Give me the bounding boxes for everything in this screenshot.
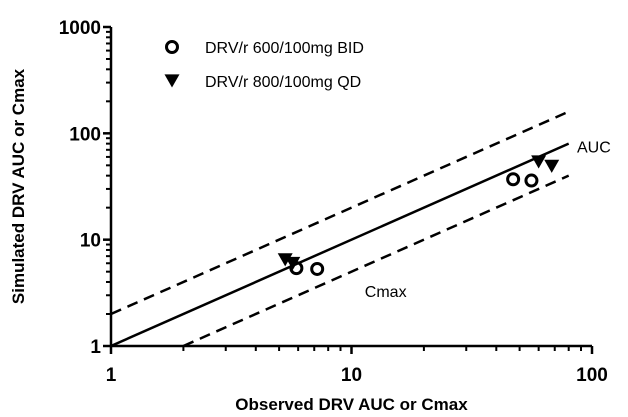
data-point-triangle bbox=[531, 155, 547, 169]
legend-label: DRV/r 800/100mg QD bbox=[205, 74, 361, 91]
x-tick-label: 1 bbox=[106, 365, 117, 386]
legend-marker-open-circle bbox=[165, 40, 179, 54]
data-point-circle bbox=[524, 173, 539, 188]
data-point-triangle bbox=[277, 253, 293, 267]
data-point-circle bbox=[506, 172, 521, 187]
y-tick-label: 1 bbox=[90, 337, 101, 358]
reference-lines bbox=[110, 110, 570, 348]
annotation-cmax: Cmax bbox=[365, 284, 407, 301]
data-point-triangle bbox=[285, 256, 301, 270]
x-tick-label: 100 bbox=[576, 365, 608, 386]
data-point-triangle bbox=[544, 159, 560, 173]
x-tick-label: 10 bbox=[341, 365, 362, 386]
x-axis-title: Observed DRV AUC or Cmax bbox=[235, 395, 468, 414]
identity-line bbox=[110, 142, 570, 348]
legend-marker-triangle-down bbox=[164, 74, 180, 88]
legend: DRV/r 600/100mg BID DRV/r 800/100mg QD bbox=[164, 40, 364, 91]
reference-line-dashed bbox=[182, 174, 570, 348]
y-tick-label: 10 bbox=[80, 231, 101, 252]
y-tick-label: 100 bbox=[69, 124, 101, 145]
annotation-auc: AUC bbox=[577, 140, 611, 157]
reference-line-dashed bbox=[110, 110, 570, 316]
y-axis-title: Simulated DRV AUC or Cmax bbox=[9, 68, 28, 304]
y-tick-label: 1000 bbox=[59, 18, 101, 39]
legend-label: DRV/r 600/100mg BID bbox=[205, 40, 364, 57]
ticks: 1 10 100 1 10 100 1000 bbox=[59, 18, 608, 386]
data-point-circle bbox=[310, 261, 325, 276]
data-points bbox=[277, 155, 560, 276]
